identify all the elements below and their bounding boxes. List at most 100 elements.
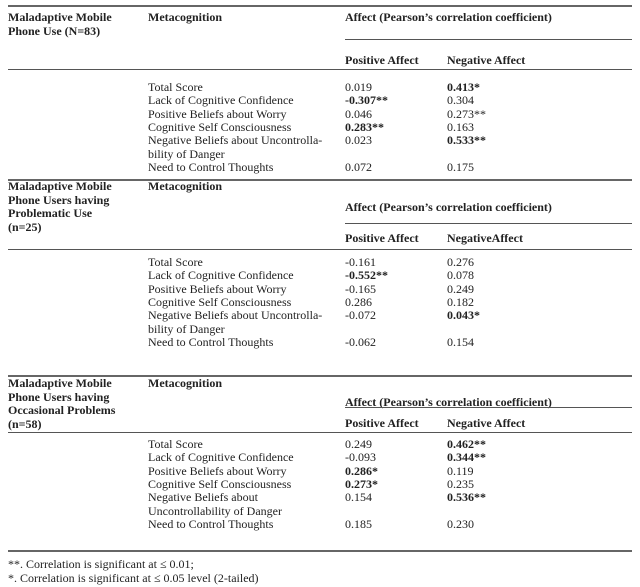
table-row: Positive Beliefs about Worry 0.046 0.273** xyxy=(8,106,632,121)
row-label: Need to Control Thoughts xyxy=(148,517,274,532)
negative-affect-value: 0.304 xyxy=(447,93,474,108)
negative-affect-value: 0.276 xyxy=(447,255,474,269)
row-label: Total Score xyxy=(148,80,203,94)
negative-affect-header: Negative Affect xyxy=(447,416,526,430)
table-row: Negative Beliefs about Uncontrolla- bili… xyxy=(8,134,632,161)
footnote-double-star: **. Correlation is significant at ≤ 0.01… xyxy=(8,557,194,571)
table-row: Cognitive Self Consciousness 0.273* 0.235 xyxy=(8,477,632,492)
negative-affect-value: 0.273** xyxy=(447,106,486,121)
positive-affect-value: -0.552** xyxy=(345,268,388,283)
negative-affect-value: 0.230 xyxy=(447,517,474,532)
table-row: Lack of Cognitive Confidence -0.093 0.344*… xyxy=(8,450,632,465)
table-row: Cognitive Self Consciousness 0.283** 0.163 xyxy=(8,120,632,135)
group-label-line: Maladaptive Mobile xyxy=(8,10,112,24)
row-label: Positive Beliefs about Worry xyxy=(148,106,287,121)
positive-affect-value: -0.093 xyxy=(345,450,376,465)
header-rule xyxy=(8,69,632,70)
metacognition-heading: Metacognition xyxy=(148,376,222,390)
section-rule xyxy=(8,375,632,377)
positive-affect-value: 0.286* xyxy=(345,463,378,478)
section-problematic-use: Maladaptive Mobile Phone Users having Pr… xyxy=(8,179,632,375)
metacognition-heading: Metacognition xyxy=(148,179,222,193)
positive-affect-value: 0.273* xyxy=(345,477,378,492)
positive-affect-value: 0.185 xyxy=(345,517,372,532)
group-label: Maladaptive Mobile Phone Users having Pr… xyxy=(8,179,143,234)
table-row: Positive Beliefs about Worry -0.165 0.249 xyxy=(8,281,632,296)
positive-affect-value: -0.072 xyxy=(345,308,376,323)
row-label: Lack of Cognitive Confidence xyxy=(148,93,294,108)
positive-affect-value: 0.046 xyxy=(345,106,372,121)
row-label: Lack of Cognitive Confidence xyxy=(148,268,294,283)
positive-affect-value: 0.249 xyxy=(345,437,372,451)
table-bottom-rule xyxy=(8,550,632,552)
group-label-line: Phone Users having xyxy=(8,192,110,207)
row-label: Total Score xyxy=(148,437,203,451)
positive-affect-value: 0.023 xyxy=(345,133,372,148)
affect-subrule xyxy=(345,407,632,408)
row-label: Cognitive Self Consciousness xyxy=(148,295,292,310)
section-occasional-problems: Maladaptive Mobile Phone Users having Oc… xyxy=(8,376,632,550)
table-row: Total Score 0.249 0.462** xyxy=(8,437,632,451)
affect-heading: Affect (Pearson’s correlation coefficien… xyxy=(345,10,552,24)
negative-affect-value: 0.249 xyxy=(447,281,474,296)
group-label: Maladaptive Mobile Phone Use (N=83) xyxy=(8,10,143,38)
row-label: Need to Control Thoughts xyxy=(148,160,274,175)
metacognition-heading: Metacognition xyxy=(148,10,222,24)
table-top-rule xyxy=(8,5,632,7)
row-label: Need to Control Thoughts xyxy=(148,335,274,350)
row-label: Negative Beliefs about Uncontrolla- bili… xyxy=(148,133,323,161)
group-label-line: Occasional Problems xyxy=(8,403,116,417)
group-label-line: Phone Users having xyxy=(8,389,110,404)
positive-affect-value: -0.307** xyxy=(345,93,388,108)
negative-affect-value: 0.413* xyxy=(447,80,480,94)
group-label-line: (n=58) xyxy=(8,416,42,431)
negative-affect-value: 0.043* xyxy=(447,308,480,323)
table-row: Cognitive Self Consciousness 0.286 0.182 xyxy=(8,295,632,310)
header-rule xyxy=(8,432,632,433)
negative-affect-value: 0.163 xyxy=(447,120,474,135)
negative-affect-value: 0.175 xyxy=(447,160,474,175)
positive-affect-value: -0.165 xyxy=(345,281,376,296)
section-rows: Total Score -0.161 0.276 Lack of Cognitive … xyxy=(8,255,632,350)
table-row: Positive Beliefs about Worry 0.286* 0.119 xyxy=(8,463,632,478)
positive-affect-header: Positive Affect xyxy=(345,416,419,430)
group-label-line: Maladaptive Mobile xyxy=(8,376,112,390)
section-rows: Total Score 0.249 0.462** Lack of Cognitive… xyxy=(8,437,632,532)
negative-affect-value: 0.533** xyxy=(447,133,486,148)
negative-affect-value: 0.344** xyxy=(447,450,486,465)
negative-affect-value: 0.154 xyxy=(447,335,474,350)
positive-affect-header: Positive Affect xyxy=(345,231,419,245)
negative-affect-value: 0.119 xyxy=(447,463,474,478)
row-label: Negative Beliefs about Uncontrollability… xyxy=(148,490,282,518)
table-row: Total Score -0.161 0.276 xyxy=(8,255,632,269)
negative-affect-value: 0.235 xyxy=(447,477,474,492)
positive-affect-value: 0.286 xyxy=(345,295,372,310)
table-row: Total Score 0.019 0.413* xyxy=(8,80,632,94)
affect-heading: Affect (Pearson’s correlation coefficien… xyxy=(345,395,552,409)
affect-subrule xyxy=(345,39,632,40)
table-row: Need to Control Thoughts -0.062 0.154 xyxy=(8,335,632,350)
positive-affect-header: Positive Affect xyxy=(345,53,419,67)
positive-affect-value: -0.161 xyxy=(345,255,376,269)
footnote-single-star: *. Correlation is significant at ≤ 0.05 … xyxy=(8,571,259,585)
group-label: Maladaptive Mobile Phone Users having Oc… xyxy=(8,376,143,431)
positive-affect-value: 0.283** xyxy=(345,120,384,135)
affect-subrule xyxy=(345,223,632,224)
table-row: Negative Beliefs about Uncontrollability… xyxy=(8,491,632,518)
section-rule xyxy=(8,179,632,181)
table-row: Lack of Cognitive Confidence -0.307** 0.30… xyxy=(8,93,632,108)
row-label: Negative Beliefs about Uncontrolla- bili… xyxy=(148,308,323,336)
positive-affect-value: 0.154 xyxy=(345,490,372,505)
group-label-line: Problematic Use xyxy=(8,206,93,220)
row-label: Cognitive Self Consciousness xyxy=(148,120,292,135)
row-label: Positive Beliefs about Worry xyxy=(148,281,287,296)
negative-affect-value: 0.078 xyxy=(447,268,474,283)
table-row: Negative Beliefs about Uncontrolla- bili… xyxy=(8,309,632,336)
table-row: Lack of Cognitive Confidence -0.552** 0.07… xyxy=(8,268,632,283)
table-row: Need to Control Thoughts 0.185 0.230 xyxy=(8,517,632,532)
table-row: Need to Control Thoughts 0.072 0.175 xyxy=(8,160,632,175)
row-label: Cognitive Self Consciousness xyxy=(148,477,292,492)
header-rule xyxy=(8,249,632,250)
negative-affect-value: 0.462** xyxy=(447,437,486,451)
negative-affect-header: Negative Affect xyxy=(447,53,526,67)
